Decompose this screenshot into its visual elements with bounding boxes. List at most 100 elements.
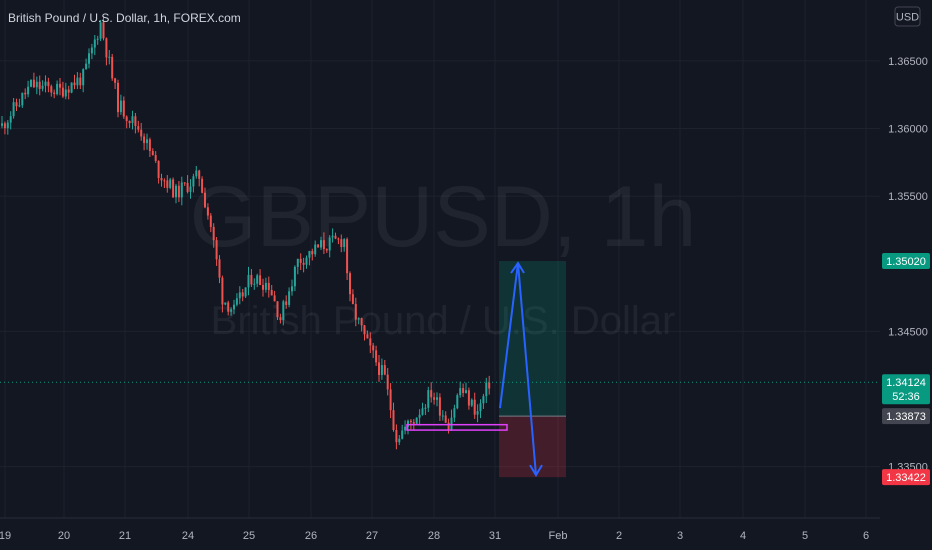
candle-body bbox=[61, 87, 64, 97]
candle-body bbox=[59, 83, 61, 88]
candle-body bbox=[395, 429, 398, 443]
candle-body bbox=[93, 39, 96, 48]
candle-body bbox=[221, 277, 224, 305]
candle-body bbox=[369, 338, 372, 346]
candle-body bbox=[76, 77, 79, 86]
candle-body bbox=[467, 390, 470, 406]
candle-body bbox=[314, 244, 317, 255]
candle-body bbox=[256, 275, 259, 284]
candle-body bbox=[343, 239, 346, 248]
candle-body bbox=[273, 295, 276, 302]
candle-body bbox=[473, 399, 476, 415]
long-position-tool[interactable] bbox=[499, 261, 566, 478]
candle-body bbox=[206, 207, 209, 216]
y-tick-label: 1.36000 bbox=[888, 123, 928, 135]
candle-body bbox=[311, 250, 314, 255]
candle-body bbox=[401, 430, 404, 439]
candle-body bbox=[27, 86, 30, 95]
candle-body bbox=[320, 240, 322, 248]
candle-body bbox=[488, 382, 491, 389]
candle-body bbox=[209, 215, 212, 227]
candle-body bbox=[334, 235, 337, 239]
y-tick-label: 1.35500 bbox=[888, 191, 928, 203]
time-axis-labels[interactable]: 19 20 21 24 25 26 27 28 31 Feb 2 3 4 5 6 bbox=[0, 530, 869, 542]
x-tick-label: 24 bbox=[182, 530, 194, 542]
candle-body bbox=[151, 151, 154, 156]
candle-body bbox=[119, 100, 122, 113]
candle-body bbox=[238, 292, 241, 299]
candle-body bbox=[241, 292, 244, 297]
candle-body bbox=[404, 426, 407, 431]
candle-body bbox=[56, 83, 59, 95]
candlestick-series bbox=[1, 16, 491, 450]
candle-body bbox=[453, 408, 456, 418]
x-tick-label: 3 bbox=[677, 530, 683, 542]
support-zone-rectangle[interactable] bbox=[406, 423, 508, 431]
candle-body bbox=[430, 390, 433, 398]
projection-arrows[interactable] bbox=[499, 261, 543, 478]
candle-body bbox=[349, 273, 351, 295]
candle-body bbox=[380, 365, 383, 375]
candle-body bbox=[137, 126, 140, 130]
candle-body bbox=[117, 82, 119, 113]
x-tick-label: 6 bbox=[863, 530, 869, 542]
candle-body bbox=[427, 390, 430, 408]
candle-body bbox=[346, 239, 349, 274]
target-zone[interactable] bbox=[499, 261, 566, 417]
candle-body bbox=[15, 102, 18, 107]
price-tag-label: 1.34124 bbox=[886, 377, 926, 389]
candle-body bbox=[67, 89, 70, 93]
candle-body bbox=[262, 285, 264, 290]
candle-body bbox=[459, 388, 462, 396]
x-tick-label: 5 bbox=[802, 530, 808, 542]
candle-body bbox=[436, 397, 438, 400]
candle-body bbox=[308, 250, 311, 258]
x-tick-label: 27 bbox=[366, 530, 378, 542]
candle-body bbox=[285, 301, 288, 305]
candle-body bbox=[146, 139, 148, 144]
x-tick-label: 20 bbox=[58, 530, 70, 542]
price-tags: 1.35020 1.34124 52:36 1.33873 1.33422 bbox=[882, 253, 930, 486]
symbol-title[interactable]: British Pound / U.S. Dollar, 1h, FOREX.c… bbox=[8, 11, 241, 25]
candle-body bbox=[41, 85, 44, 89]
candle-body bbox=[180, 182, 183, 198]
candle-body bbox=[21, 92, 24, 106]
candle-body bbox=[340, 239, 343, 248]
currency-button[interactable]: USD bbox=[894, 6, 921, 27]
candle-body bbox=[204, 192, 206, 208]
candle-body bbox=[476, 411, 479, 415]
candle-body bbox=[32, 79, 35, 88]
candle-body bbox=[131, 116, 134, 124]
candle-body bbox=[154, 155, 157, 161]
x-tick-label: Feb bbox=[549, 530, 568, 542]
candle-body bbox=[212, 226, 215, 241]
candle-body bbox=[12, 102, 15, 117]
candle-body bbox=[360, 318, 363, 326]
candle-body bbox=[337, 238, 340, 240]
watermark-name: British Pound / U.S. Dollar bbox=[211, 299, 676, 343]
candle-body bbox=[331, 235, 334, 238]
candle-body bbox=[351, 294, 354, 304]
chart-grid bbox=[0, 0, 880, 518]
candle-body bbox=[6, 122, 9, 129]
candle-body bbox=[267, 282, 270, 290]
candle-body bbox=[456, 395, 459, 409]
y-tick-label: 1.34500 bbox=[888, 326, 928, 338]
candle-body bbox=[441, 415, 444, 417]
candle-body bbox=[378, 362, 380, 375]
x-tick-label: 4 bbox=[740, 530, 746, 542]
candle-body bbox=[293, 266, 296, 287]
candle-body bbox=[247, 274, 250, 288]
candle-body bbox=[421, 408, 424, 415]
candle-body bbox=[70, 82, 73, 93]
candle-body bbox=[299, 258, 302, 263]
candle-body bbox=[166, 180, 169, 188]
candle-body bbox=[125, 116, 128, 121]
candle-body bbox=[322, 240, 325, 250]
price-tag-label: 1.33422 bbox=[886, 472, 926, 484]
candle-body bbox=[383, 365, 386, 375]
candle-body bbox=[96, 38, 99, 40]
candle-body bbox=[128, 120, 131, 124]
candle-body bbox=[215, 240, 218, 260]
